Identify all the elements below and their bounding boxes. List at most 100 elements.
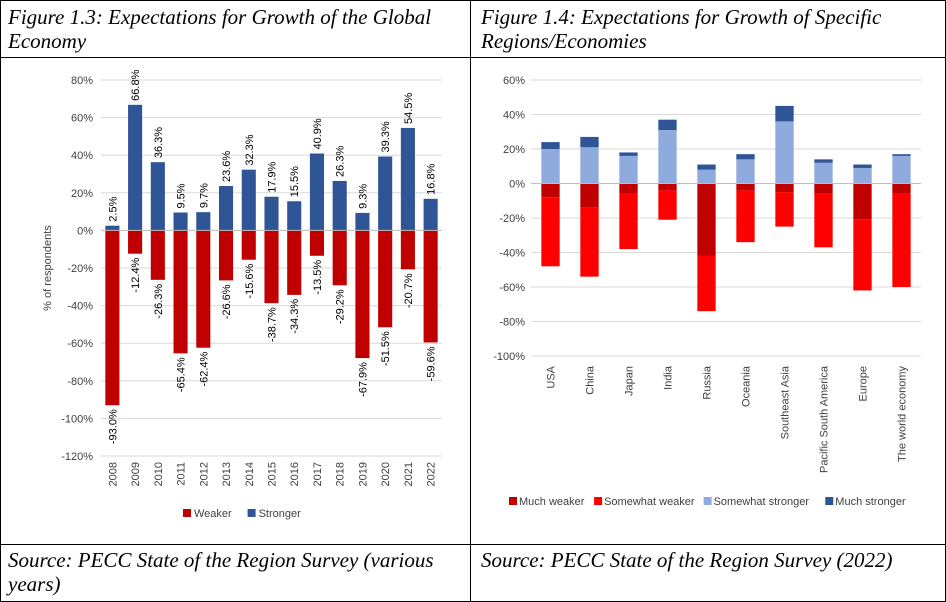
data-label-weaker: -62.4% <box>198 351 210 386</box>
x-tick-label: USA <box>546 365 558 388</box>
bar-stronger <box>218 186 234 231</box>
legend-swatch <box>509 497 517 505</box>
bar-weaker <box>196 230 211 348</box>
y-tick-label: 60% <box>503 75 525 87</box>
bar-somewhat-weaker <box>775 192 794 227</box>
bar-weaker <box>264 230 279 304</box>
x-tick-label: 2010 <box>153 462 165 486</box>
data-label-weaker: -67.9% <box>357 362 369 397</box>
y-tick-label: 20% <box>71 188 93 200</box>
data-label-weaker: -34.3% <box>289 299 301 334</box>
data-label-stronger: 23.6% <box>221 151 233 182</box>
bar-stronger <box>173 212 188 231</box>
y-tick-label: -60% <box>499 282 525 294</box>
bar-somewhat-weaker <box>697 255 716 312</box>
data-label-stronger: 66.8% <box>130 69 142 100</box>
bar-weaker <box>423 230 438 343</box>
x-tick-label: 2009 <box>130 462 142 486</box>
bar-somewhat-weaker <box>658 190 677 220</box>
legend-swatch <box>183 509 191 517</box>
bar-much-weaker <box>697 183 716 256</box>
bar-much-weaker <box>619 183 638 194</box>
legend-swatch <box>703 497 712 505</box>
legend-label: Somewhat weaker <box>604 496 695 508</box>
data-label-stronger: 40.9% <box>312 118 324 149</box>
bar-somewhat-stronger <box>541 149 560 184</box>
right-figure-title: Figure 1.4: Expectations for Growth of S… <box>481 5 882 53</box>
chart-global-growth: 80% 60% 40% 20% 0% -20% -40% -60% -80% -100% -120%… <box>42 69 442 520</box>
data-label-stronger: 36.3% <box>153 127 165 158</box>
data-label-weaker: -15.6% <box>244 264 256 299</box>
y-tick-label: 40% <box>503 110 525 122</box>
data-label-weaker: -51.5% <box>380 331 392 366</box>
legend-swatch <box>825 497 834 505</box>
legend-label: Somewhat stronger <box>714 496 810 508</box>
y-tick-label: -20% <box>67 263 93 275</box>
bar-weaker <box>150 230 165 280</box>
bar-stronger <box>423 198 438 231</box>
y-tick-label: -100% <box>61 413 93 425</box>
legend-label: Much stronger <box>835 496 906 508</box>
bar-much-stronger <box>814 159 833 163</box>
y-tick-label: 0% <box>77 225 93 237</box>
bar-somewhat-stronger <box>580 147 599 184</box>
y-tick-label: -80% <box>499 317 525 329</box>
data-label-weaker: -13.5% <box>312 260 324 295</box>
data-label-stronger: 9.7% <box>198 183 210 208</box>
bar-weaker <box>105 230 120 406</box>
bar-somewhat-weaker <box>541 197 560 267</box>
bar-somewhat-stronger <box>658 130 677 184</box>
legend-label: Stronger <box>259 508 302 520</box>
bar-stronger <box>378 156 393 231</box>
bar-much-weaker <box>775 183 794 193</box>
y-tick-label: 40% <box>71 150 93 162</box>
bar-much-stronger <box>541 142 560 149</box>
data-label-stronger: 2.5% <box>107 196 119 221</box>
data-label-stronger: 15.5% <box>289 166 301 197</box>
y-axis-label: % of respondents <box>42 225 54 311</box>
x-tick-label: 2021 <box>403 462 415 486</box>
bar-weaker <box>128 230 143 254</box>
left-figure-title: Figure 1.3: Expectations for Growth of t… <box>8 5 432 53</box>
right-source-note: Source: PECC State of the Region Survey … <box>481 548 893 572</box>
y-tick-label: -20% <box>499 213 525 225</box>
bar-much-stronger <box>619 152 638 156</box>
data-label-weaker: -59.6% <box>426 346 438 381</box>
bar-much-weaker <box>580 183 599 208</box>
data-label-weaker: -12.4% <box>130 257 142 292</box>
x-tick-label: 2008 <box>107 462 119 486</box>
bar-somewhat-stronger <box>619 155 638 184</box>
border-footer <box>0 544 946 545</box>
bar-stronger <box>105 225 120 231</box>
data-label-stronger: 17.9% <box>267 161 279 192</box>
bar-stronger <box>400 127 415 231</box>
bar-somewhat-stronger <box>853 167 872 184</box>
bar-somewhat-weaker <box>580 207 599 277</box>
x-tick-label: Pacific South America <box>819 365 831 473</box>
left-source-note: Source: PECC State of the Region Survey … <box>8 548 434 596</box>
data-label-weaker: -38.7% <box>267 307 279 342</box>
bar-somewhat-stronger <box>814 162 833 184</box>
x-tick-label: 2013 <box>221 462 233 486</box>
data-label-stronger: 16.8% <box>426 163 438 194</box>
bar-stronger <box>264 196 279 231</box>
bar-somewhat-weaker <box>814 193 833 248</box>
bar-much-weaker <box>814 183 833 194</box>
bar-much-weaker <box>736 183 755 191</box>
x-tick-label: China <box>585 365 597 395</box>
data-label-weaker: -93.0% <box>107 409 119 444</box>
data-label-stronger: 9.3% <box>357 184 369 209</box>
x-tick-label: India <box>663 365 675 390</box>
bar-stronger <box>287 201 302 231</box>
y-tick-label: 0% <box>509 179 525 191</box>
x-tick-label: 2019 <box>357 462 369 486</box>
x-tick-label: Japan <box>624 366 636 396</box>
bar-much-stronger <box>853 164 872 168</box>
bar-somewhat-weaker <box>619 193 638 250</box>
legend-swatch <box>247 509 256 517</box>
x-tick-label: 2012 <box>198 462 210 486</box>
bar-stronger <box>241 169 256 231</box>
bar-somewhat-weaker <box>892 193 911 287</box>
bar-weaker <box>355 230 370 359</box>
x-tick-label: Oceania <box>741 365 753 407</box>
